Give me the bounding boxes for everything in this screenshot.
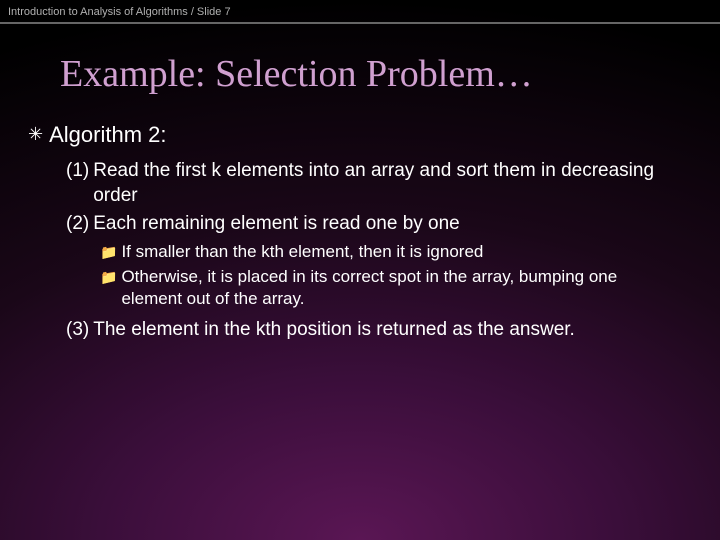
- item-number: (1): [66, 158, 89, 209]
- item-text: Read the first k elements into an array …: [93, 158, 720, 209]
- slide-content: ✳ Algorithm 2: (1) Read the first k elem…: [28, 120, 720, 343]
- item-number: (3): [66, 317, 89, 343]
- list-item: 📁 Otherwise, it is placed in its correct…: [100, 266, 720, 312]
- folder-icon: 📁: [100, 243, 117, 264]
- item-text: If smaller than the kth element, then it…: [121, 241, 533, 264]
- slide-title: Example: Selection Problem…: [60, 52, 720, 96]
- numbered-list: (1) Read the first k elements into an ar…: [66, 158, 720, 343]
- level1-text: Algorithm 2:: [49, 120, 166, 150]
- item-text: The element in the kth position is retur…: [93, 317, 615, 343]
- list-item: (3) The element in the kth position is r…: [66, 317, 720, 343]
- list-item: (1) Read the first k elements into an ar…: [66, 158, 720, 209]
- item-number: (2): [66, 211, 89, 237]
- sub-list: 📁 If smaller than the kth element, then …: [100, 241, 720, 312]
- folder-icon: 📁: [100, 268, 117, 312]
- item-text: Each remaining element is read one by on…: [93, 211, 500, 237]
- item-text: Otherwise, it is placed in its correct s…: [121, 266, 720, 312]
- bullet-level1: ✳ Algorithm 2:: [28, 120, 720, 150]
- list-item: 📁 If smaller than the kth element, then …: [100, 241, 720, 264]
- list-item: (2) Each remaining element is read one b…: [66, 211, 720, 237]
- asterisk-icon: ✳: [28, 124, 43, 145]
- slide-header: Introduction to Analysis of Algorithms /…: [0, 0, 720, 24]
- header-text: Introduction to Analysis of Algorithms /…: [8, 6, 231, 18]
